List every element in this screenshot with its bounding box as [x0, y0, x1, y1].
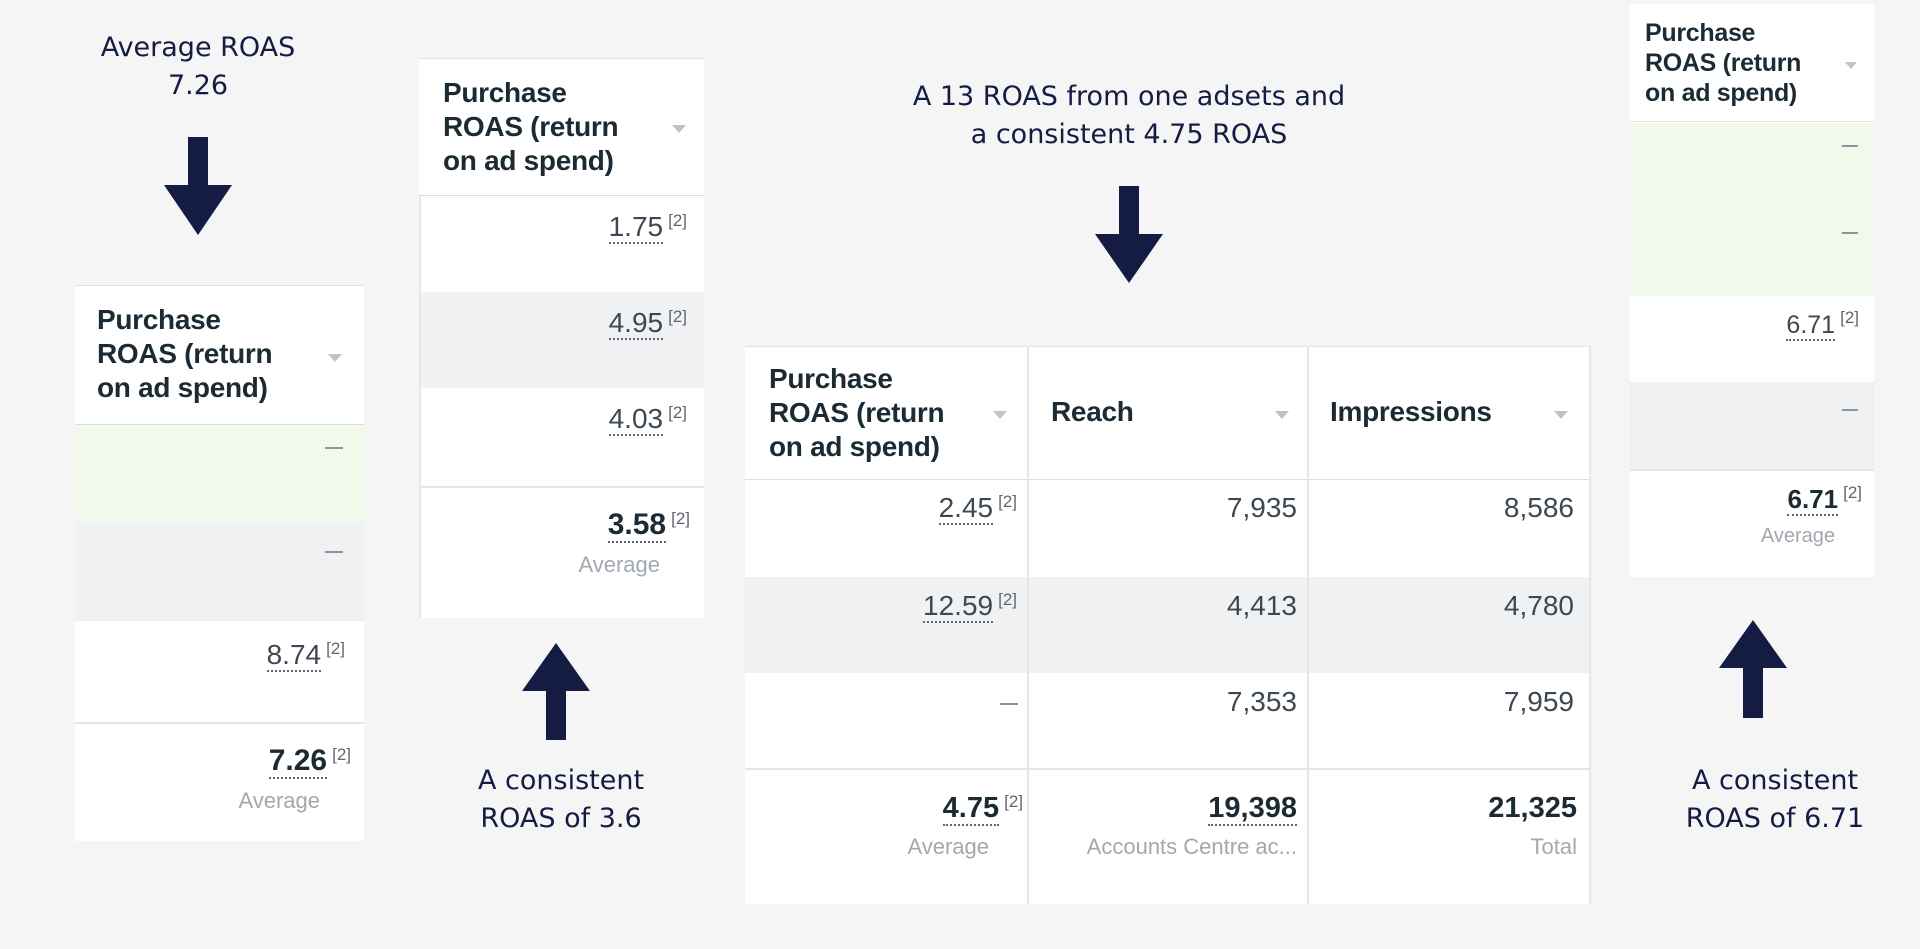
- table-row: 12.59 [2] 4,413 4,780: [745, 577, 1591, 673]
- performance-table-panel3: Purchase ROAS (return on ad spend) Reach…: [745, 346, 1591, 904]
- roas-table-panel4: Purchase ROAS (return on ad spend) 6.71[…: [1630, 4, 1874, 577]
- total-divider: [419, 486, 704, 488]
- table-row: 6.71 [2]: [1630, 296, 1874, 382]
- column-header-impressions[interactable]: Impressions: [1330, 396, 1492, 427]
- table-row: 1.75 [2]: [419, 196, 704, 292]
- roas-table-panel2: Purchase ROAS (return on ad spend) 1.75[…: [419, 58, 704, 618]
- total-value: 7.26 [2]: [268, 744, 351, 779]
- table-row: [75, 522, 364, 621]
- annotation-line: 7.26: [167, 70, 229, 101]
- table-header-row: Purchase ROAS (return on ad spend) Reach…: [745, 346, 1591, 480]
- total-value: 6.71 [2]: [1787, 483, 1862, 516]
- total-label-reach: Accounts Centre ac...: [1086, 834, 1297, 859]
- annotation-line: Average ROAS: [100, 32, 296, 63]
- table-row: 8.74 [2]: [75, 621, 364, 707]
- total-label: Average: [1760, 525, 1835, 547]
- total-value: 3.58 [2]: [607, 508, 690, 543]
- column-header-label: Purchase ROAS (return on ad spend): [97, 304, 273, 403]
- column-divider: [1027, 346, 1029, 904]
- column-header-label: Purchase ROAS (return on ad spend): [1645, 19, 1802, 107]
- column-header-reach[interactable]: Reach: [1051, 396, 1134, 427]
- reach-value: 7,353: [1226, 686, 1297, 717]
- table-row: [1630, 123, 1874, 209]
- roas-value: 4.95 [2]: [608, 307, 687, 340]
- empty-value-dash: [1000, 703, 1018, 705]
- sort-caret-icon[interactable]: [672, 125, 686, 133]
- empty-value-dash: [1842, 145, 1858, 147]
- arrow-up-icon: [1719, 620, 1787, 718]
- annotation-panel3: A 13 ROAS from one adsets and a consiste…: [890, 78, 1368, 154]
- column-header-roas[interactable]: Purchase ROAS (return on ad spend): [1630, 4, 1874, 122]
- table-row: [75, 425, 364, 522]
- total-label-impressions: Total: [1530, 834, 1577, 859]
- table-right-border: [1589, 346, 1591, 904]
- table-row: 2.45 [2] 7,935 8,586: [745, 480, 1591, 577]
- empty-value-dash: [1842, 409, 1858, 411]
- annotation-line: a consistent 4.75 ROAS: [970, 119, 1288, 150]
- impressions-value: 8,586: [1503, 492, 1574, 523]
- reach-value: 4,413: [1226, 590, 1297, 621]
- total-row: 4.75 [2] Average 19,398 Accounts Centre a…: [745, 770, 1591, 904]
- annotation-panel4: A consistent ROAS of 6.71: [1640, 762, 1910, 838]
- reach-value: 7,935: [1226, 492, 1297, 523]
- annotation-line: ROAS of 6.71: [1685, 803, 1865, 834]
- impressions-value: 4,780: [1503, 590, 1574, 621]
- annotation-line: A consistent: [477, 765, 645, 796]
- total-divider: [1630, 469, 1874, 471]
- column-divider: [1307, 346, 1309, 904]
- total-label-roas: Average: [907, 834, 989, 859]
- annotation-line: A 13 ROAS from one adsets and: [912, 81, 1346, 112]
- sort-caret-icon[interactable]: [328, 354, 342, 362]
- sort-caret-icon[interactable]: [1554, 411, 1568, 419]
- annotation-line: ROAS of 3.6: [480, 803, 642, 834]
- roas-value: 12.59 [2]: [923, 590, 1017, 623]
- arrow-up-icon: [522, 643, 590, 740]
- annotation-line: A consistent: [1691, 765, 1859, 796]
- table-row: [1630, 382, 1874, 469]
- column-header-roas[interactable]: Purchase ROAS (return on ad spend): [419, 58, 704, 196]
- arrow-down-icon: [1095, 186, 1163, 283]
- column-header-roas[interactable]: Purchase ROAS (return on ad spend): [75, 285, 364, 425]
- annotation-panel1: Average ROAS 7.26: [60, 29, 336, 105]
- table-row: 4.95 [2]: [419, 292, 704, 388]
- total-row: 6.71 [2] Average: [1630, 471, 1874, 577]
- roas-value: 1.75 [2]: [608, 211, 687, 244]
- roas-value: 4.03 [2]: [608, 403, 687, 436]
- total-row: 3.58 [2] Average: [419, 488, 704, 618]
- empty-value-dash: [1842, 232, 1858, 234]
- annotation-panel2: A consistent ROAS of 3.6: [430, 762, 692, 838]
- column-header-roas[interactable]: Purchase ROAS (return on ad spend): [769, 363, 945, 462]
- total-row: 7.26 [2] Average: [75, 724, 364, 841]
- table-row: [1630, 209, 1874, 296]
- total-value-impressions: 21,325: [1488, 792, 1577, 824]
- total-label: Average: [578, 552, 660, 577]
- roas-table-panel1: Purchase ROAS (return on ad spend) 8.74[…: [75, 285, 364, 841]
- table-left-border: [419, 194, 421, 618]
- empty-value-dash: [325, 447, 343, 449]
- total-divider: [75, 722, 364, 724]
- total-divider: [745, 768, 1591, 770]
- arrow-down-icon: [164, 137, 232, 235]
- roas-value: 6.71 [2]: [1786, 308, 1859, 341]
- total-value-reach: 19,398: [1208, 792, 1297, 826]
- roas-value: 8.74 [2]: [266, 639, 345, 672]
- roas-value: 2.45 [2]: [938, 492, 1017, 525]
- impressions-value: 7,959: [1503, 686, 1574, 717]
- sort-caret-icon[interactable]: [1275, 411, 1289, 419]
- total-value-roas: 4.75 [2]: [942, 792, 1023, 826]
- sort-caret-icon[interactable]: [993, 411, 1007, 419]
- sort-caret-icon[interactable]: [1845, 62, 1857, 69]
- total-label: Average: [238, 788, 320, 813]
- column-header-label: Purchase ROAS (return on ad spend): [443, 77, 619, 176]
- empty-value-dash: [325, 551, 343, 553]
- table-row: 7,353 7,959: [745, 673, 1591, 766]
- table-row: 4.03 [2]: [419, 388, 704, 484]
